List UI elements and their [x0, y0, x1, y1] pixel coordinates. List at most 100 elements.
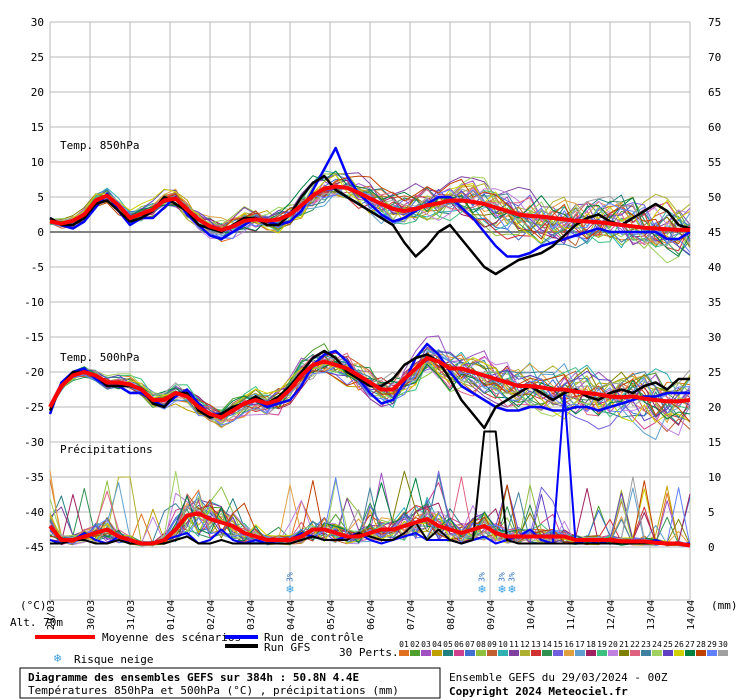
legend-gfs-label: Run GFS [264, 641, 310, 654]
date-tick-15: 13/04 [646, 600, 657, 630]
right-tick-15: 0 [708, 541, 715, 554]
right-tick-10: 25 [708, 366, 721, 379]
pert-swatch-30 [718, 650, 728, 656]
snowflake-icon: ❄ [53, 652, 62, 665]
date-tick-9: 07/04 [406, 600, 417, 630]
footer-title: Diagramme des ensembles GEFS sur 384h : … [28, 671, 359, 684]
t500-control-line [48, 342, 690, 416]
pert-swatch-15 [553, 650, 563, 656]
right-tick-12: 15 [708, 436, 721, 449]
legend-snow-label: Risque neige [74, 653, 153, 666]
pert-number-29: 29 [707, 640, 717, 649]
left-tick-2: 20 [31, 86, 44, 99]
pert-swatch-12 [520, 650, 530, 656]
chart-grid [49, 21, 691, 601]
right-axis-unit: (mm) [711, 599, 738, 612]
right-tick-7: 40 [708, 261, 721, 274]
date-tick-14: 12/04 [606, 600, 617, 630]
legend-perts-label: 30 Perts. [339, 646, 399, 659]
left-tick-8: -10 [24, 296, 44, 309]
right-tick-13: 10 [708, 471, 721, 484]
date-tick-0: 29/03 [46, 600, 57, 630]
left-tick-11: -25 [24, 401, 44, 414]
left-tick-9: -15 [24, 331, 44, 344]
left-tick-10: -20 [24, 366, 44, 379]
pert-number-10: 10 [498, 640, 508, 649]
right-tick-11: 20 [708, 401, 721, 414]
date-tick-11: 09/04 [486, 600, 497, 630]
footer-run: Ensemble GEFS du 29/03/2024 - 00Z [449, 671, 668, 684]
pert-swatch-19 [597, 650, 607, 656]
pert-swatch-21 [619, 650, 629, 656]
pert-number-19: 19 [597, 640, 607, 649]
pert-number-01: 01 [399, 640, 409, 649]
left-tick-13: -35 [24, 471, 44, 484]
left-tick-7: -5 [31, 261, 44, 274]
pert-swatch-11 [509, 650, 519, 656]
pert-swatch-17 [575, 650, 585, 656]
date-tick-13: 11/04 [566, 600, 577, 630]
perturbation-legend: 01 02 03 04 05 06 07 08 09 10 11 12 13 14 15 16 17 18 19 20… [399, 640, 728, 656]
pert-swatch-09 [487, 650, 497, 656]
snow-risk-pct-0: 3% [286, 572, 295, 582]
footer-subtitle: Températures 850hPa et 500hPa (°C) , pré… [28, 684, 399, 697]
precip-mean-line [48, 511, 691, 548]
pert-number-28: 28 [696, 640, 706, 649]
right-tick-8: 35 [708, 296, 721, 309]
right-tick-6: 45 [708, 226, 721, 239]
footer-copyright: Copyright 2024 Meteociel.fr [449, 685, 628, 698]
snow-risk-icon-1: ❄ [477, 583, 486, 596]
pert-swatch-07 [465, 650, 475, 656]
pert-swatch-23 [641, 650, 651, 656]
pert-number-17: 17 [575, 640, 585, 649]
pert-number-23: 23 [641, 640, 651, 649]
altitude-label: Alt. 70m [10, 616, 63, 629]
pert-number-27: 27 [685, 640, 695, 649]
pert-swatch-10 [498, 650, 508, 656]
legend-mean-label: Moyenne des scénarios [102, 631, 241, 644]
date-tick-16: 14/04 [686, 600, 697, 630]
left-tick-15: -45 [24, 541, 44, 554]
pert-swatch-08 [476, 650, 486, 656]
pert-number-21: 21 [619, 640, 629, 649]
pert-number-12: 12 [520, 640, 530, 649]
pert-number-16: 16 [564, 640, 574, 649]
pert-number-22: 22 [630, 640, 640, 649]
left-tick-6: 0 [37, 226, 44, 239]
snow-risk-icon-0: ❄ [285, 583, 294, 596]
pert-swatch-05 [443, 650, 453, 656]
legend-control-label: Run de contrôle [264, 631, 363, 644]
pert-number-25: 25 [663, 640, 673, 649]
pert-swatch-06 [454, 650, 464, 656]
pert-number-24: 24 [652, 640, 662, 649]
right-tick-5: 50 [708, 191, 721, 204]
left-tick-3: 15 [31, 121, 44, 134]
date-tick-8: 06/04 [366, 600, 377, 630]
pert-swatch-24 [652, 650, 662, 656]
footer-box [19, 667, 441, 699]
date-tick-5: 03/04 [246, 600, 257, 630]
left-tick-0: 30 [31, 16, 44, 29]
pert-number-05: 05 [443, 640, 453, 649]
pert-swatch-01 [399, 650, 409, 656]
left-tick-14: -40 [24, 506, 44, 519]
left-tick-4: 10 [31, 156, 44, 169]
left-axis-ticks: 30 25 20 15 10 5 0 -5 -10 -15 -20 -25 -30 -35 -40 -45 [24, 16, 44, 554]
snow-risk-pct-2: 3% [498, 572, 507, 582]
pert-number-02: 02 [410, 640, 420, 649]
right-tick-0: 75 [708, 16, 721, 29]
pert-number-07: 07 [465, 640, 475, 649]
pert-number-04: 04 [432, 640, 442, 649]
pert-number-11: 11 [509, 640, 519, 649]
pert-number-13: 13 [531, 640, 541, 649]
date-tick-6: 04/04 [286, 600, 297, 630]
pert-number-14: 14 [542, 640, 552, 649]
main-series-lines [48, 146, 691, 548]
snow-risk-icon-3: ❄ [507, 583, 516, 596]
date-tick-10: 08/04 [446, 600, 457, 630]
snow-risk-pct-1: 3% [478, 572, 487, 582]
pert-number-18: 18 [586, 640, 596, 649]
section-label-t850: Temp. 850hPa [60, 139, 139, 152]
